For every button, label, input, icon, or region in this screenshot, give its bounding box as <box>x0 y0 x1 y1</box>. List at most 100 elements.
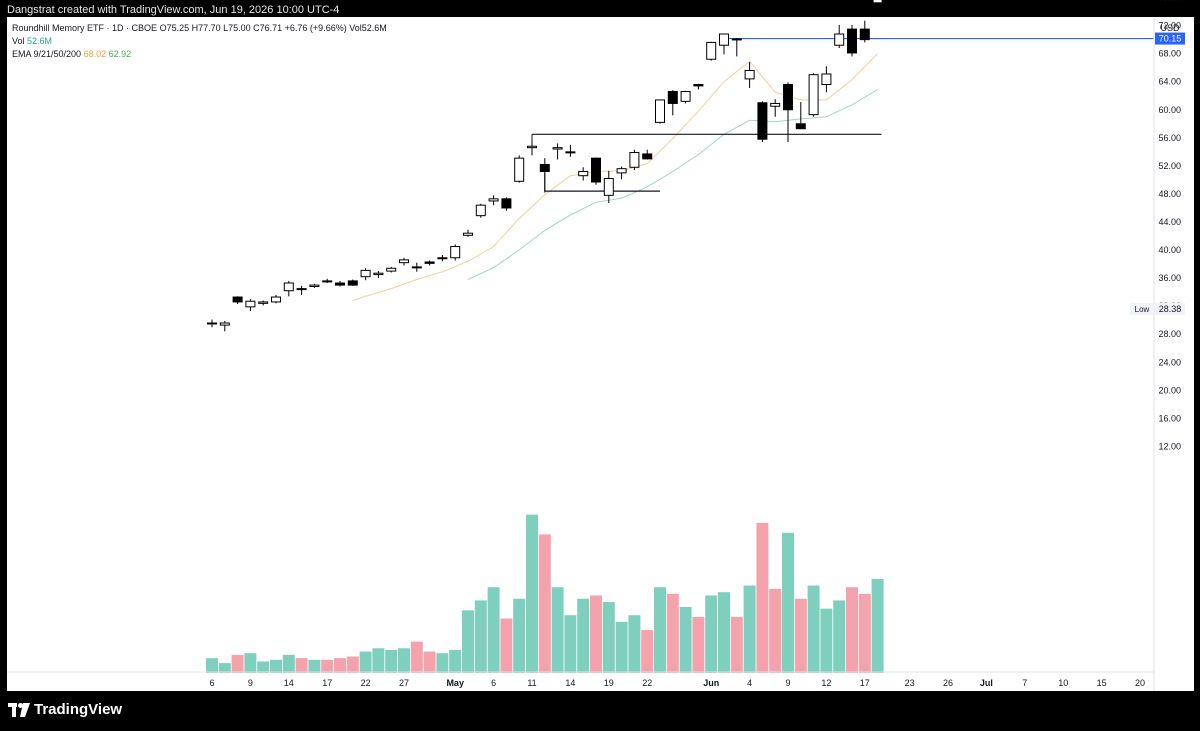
tradingview-logo[interactable]: TradingView <box>8 701 122 718</box>
candle[interactable] <box>258 300 269 306</box>
candle[interactable] <box>821 66 832 93</box>
price-tick-label: 56.00 <box>1158 133 1181 143</box>
candle[interactable] <box>667 90 678 116</box>
volume-bar <box>474 600 487 673</box>
low-badge-bg <box>1155 302 1185 315</box>
symbol-title[interactable]: Roundhill Memory ETF · 1D · CBOE <box>12 23 158 33</box>
legend-volume-row[interactable]: Vol 52.6M <box>12 35 387 48</box>
candle[interactable] <box>795 102 806 130</box>
price-tick-label: 24.00 <box>1158 357 1181 367</box>
candle[interactable] <box>783 82 793 143</box>
volume-bar <box>858 593 871 673</box>
candle[interactable] <box>373 271 384 279</box>
volume-bar <box>526 514 538 673</box>
footer-bar <box>0 691 1200 731</box>
volume-bar <box>782 532 794 673</box>
candle[interactable] <box>706 41 717 61</box>
candle-body-down <box>232 296 243 303</box>
price-axis[interactable]: USD96.0092.0088.0084.0080.0076.0072.0068… <box>1158 0 1181 451</box>
low-badge: 28.38 <box>1159 304 1182 314</box>
volume-bar <box>410 641 423 673</box>
candle[interactable] <box>527 139 537 156</box>
candle[interactable] <box>744 62 755 89</box>
candle-body-up <box>527 145 537 149</box>
candle[interactable] <box>642 149 653 160</box>
time-tick-label: 9 <box>248 678 253 688</box>
candle[interactable] <box>335 280 345 287</box>
candle[interactable] <box>616 166 627 180</box>
candle[interactable] <box>719 33 729 55</box>
low-tag-bg <box>1130 302 1154 315</box>
price-tick-label: 68.00 <box>1158 49 1181 59</box>
candle[interactable] <box>424 260 435 266</box>
volume-bar <box>679 607 692 673</box>
legend-ema-row[interactable]: EMA 9/21/50/200 68.02 62.92 <box>12 48 387 61</box>
candle[interactable] <box>207 319 217 328</box>
candle[interactable] <box>834 24 845 49</box>
candle[interactable] <box>309 283 320 288</box>
candle[interactable] <box>591 157 601 185</box>
candle[interactable] <box>770 99 781 117</box>
candle[interactable] <box>296 285 307 295</box>
volume-bar <box>692 616 705 673</box>
candle[interactable] <box>693 83 704 90</box>
candle[interactable] <box>603 170 614 204</box>
candle[interactable] <box>757 101 768 143</box>
volume-bar <box>846 587 858 673</box>
volume-value: 52.6M <box>27 36 53 46</box>
volume-bar <box>654 587 666 673</box>
candle[interactable] <box>565 144 576 157</box>
candle-body-up <box>552 147 563 150</box>
candle-body-down <box>693 84 704 87</box>
candle[interactable] <box>578 167 589 181</box>
volume-bar <box>769 588 782 673</box>
ema-label: EMA 9/21/50/200 <box>12 49 82 59</box>
time-axis[interactable]: 6 9 14 17 22 27 May 6 11 14 19 22 Jun 4 9 12 17 23 26 Jul 7 1… <box>209 678 1145 688</box>
candle-body-up <box>578 170 589 177</box>
candle-body-down <box>847 28 857 54</box>
candle[interactable] <box>731 38 742 57</box>
candle[interactable] <box>808 73 819 117</box>
candle[interactable] <box>501 197 512 211</box>
candle[interactable] <box>271 294 281 304</box>
candle[interactable] <box>347 279 358 286</box>
candle[interactable] <box>552 143 563 160</box>
time-tick-label: 11 <box>527 678 536 688</box>
candle[interactable] <box>514 155 525 183</box>
candle[interactable] <box>539 158 550 193</box>
time-tick-label: 19 <box>604 678 614 688</box>
volume-bar <box>218 663 231 673</box>
candle[interactable] <box>859 20 870 43</box>
candle[interactable] <box>322 278 333 284</box>
candle[interactable] <box>283 280 294 297</box>
candle[interactable] <box>245 299 256 312</box>
candle[interactable] <box>872 0 883 5</box>
candle[interactable] <box>450 244 461 261</box>
candle-body-up <box>770 102 781 107</box>
volume-bar <box>871 578 884 673</box>
volume-bar <box>282 654 295 673</box>
candle[interactable] <box>386 266 397 273</box>
candle[interactable] <box>847 24 857 57</box>
candle[interactable] <box>360 268 371 281</box>
candle[interactable] <box>488 195 499 206</box>
candle[interactable] <box>655 99 665 124</box>
candle[interactable] <box>475 203 486 218</box>
candle-body-down <box>757 102 768 140</box>
candle[interactable] <box>399 257 409 266</box>
volume-bar <box>487 587 500 673</box>
candle[interactable] <box>219 320 230 332</box>
candle[interactable] <box>232 296 243 305</box>
candle[interactable] <box>411 262 422 272</box>
time-tick-label: 7 <box>1022 678 1027 688</box>
candle[interactable] <box>463 229 473 237</box>
candle[interactable] <box>680 90 691 104</box>
volume-bar <box>756 522 769 673</box>
candle[interactable] <box>629 149 640 171</box>
candle-body-down <box>783 84 793 111</box>
chart-panel[interactable] <box>7 17 1194 691</box>
volume-bar <box>321 659 334 673</box>
legend-title-row: Roundhill Memory ETF · 1D · CBOE O75.25 … <box>12 22 387 35</box>
candle[interactable] <box>437 254 448 262</box>
